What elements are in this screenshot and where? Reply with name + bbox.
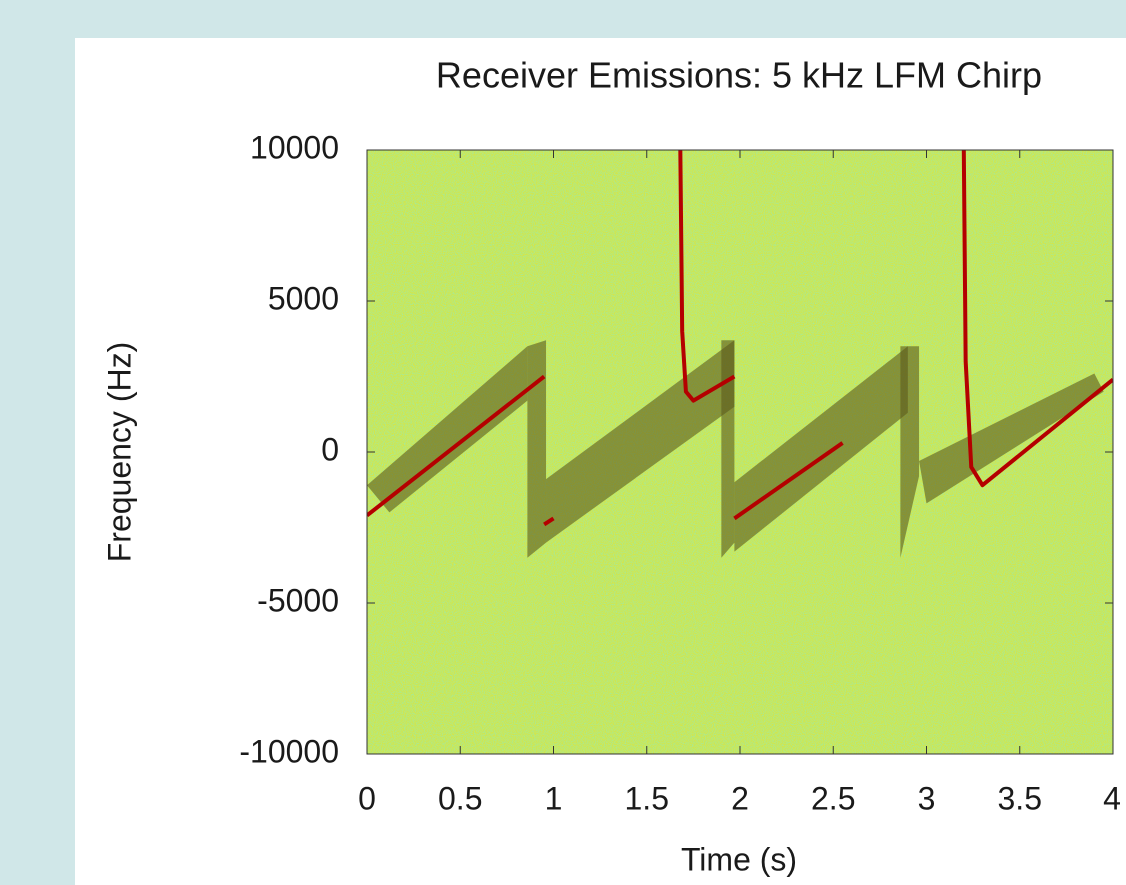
chirp-line bbox=[678, 150, 736, 403]
y-tick-label: 0 bbox=[321, 431, 339, 467]
x-tick-label: 3 bbox=[918, 780, 936, 816]
x-tick-label: 4 bbox=[1103, 780, 1121, 816]
y-tick-label: -5000 bbox=[257, 582, 339, 618]
x-tick-label: 2 bbox=[731, 780, 749, 816]
chart-title: Receiver Emissions: 5 kHz LFM Chirp bbox=[436, 55, 1042, 96]
y-axis-label: Frequency (Hz) bbox=[101, 342, 137, 563]
signal-band bbox=[900, 346, 920, 558]
signal-band bbox=[919, 373, 1104, 504]
chirp-line bbox=[543, 516, 555, 527]
chirp-line bbox=[961, 150, 1113, 488]
chirp-line bbox=[367, 374, 546, 517]
x-tick-label: 0 bbox=[358, 780, 376, 816]
chirp-line bbox=[733, 441, 844, 521]
y-tick-label: 5000 bbox=[268, 280, 339, 316]
x-tick-label: 1 bbox=[545, 780, 563, 816]
signal-band bbox=[721, 340, 735, 558]
signal-band bbox=[527, 340, 547, 558]
signal-band bbox=[734, 346, 908, 552]
y-tick-label: 10000 bbox=[250, 129, 339, 165]
x-tick-label: 1.5 bbox=[625, 780, 669, 816]
x-tick-label: 2.5 bbox=[811, 780, 855, 816]
plot-content bbox=[367, 150, 1113, 558]
x-tick-label: 3.5 bbox=[998, 780, 1042, 816]
x-tick-label: 0.5 bbox=[438, 780, 482, 816]
signal-band bbox=[367, 346, 528, 513]
x-axis-label: Time (s) bbox=[681, 841, 797, 877]
y-tick-label: -10000 bbox=[239, 733, 339, 769]
